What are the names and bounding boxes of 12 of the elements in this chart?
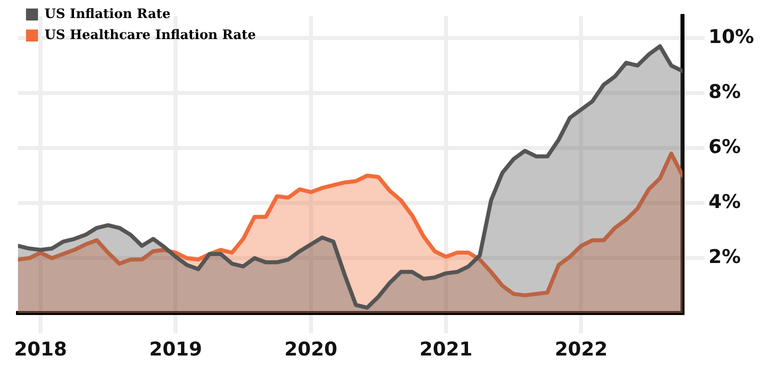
x-tick-label: 2021 — [420, 338, 472, 361]
x-tick-label: 2019 — [149, 338, 202, 361]
legend-label: US Inflation Rate — [44, 6, 171, 22]
y-tick-label: 4% — [708, 191, 741, 214]
legend-label: US Healthcare Inflation Rate — [44, 28, 256, 43]
x-tick-label: 2020 — [284, 338, 338, 361]
y-tick-label: 8% — [708, 80, 741, 103]
y-tick-label: 2% — [708, 246, 741, 268]
x-tick-label: 2018 — [14, 338, 67, 361]
y-tick-label: 6% — [708, 136, 741, 158]
y-tick-label: 10% — [708, 26, 754, 48]
x-tick-label: 2022 — [554, 338, 608, 361]
